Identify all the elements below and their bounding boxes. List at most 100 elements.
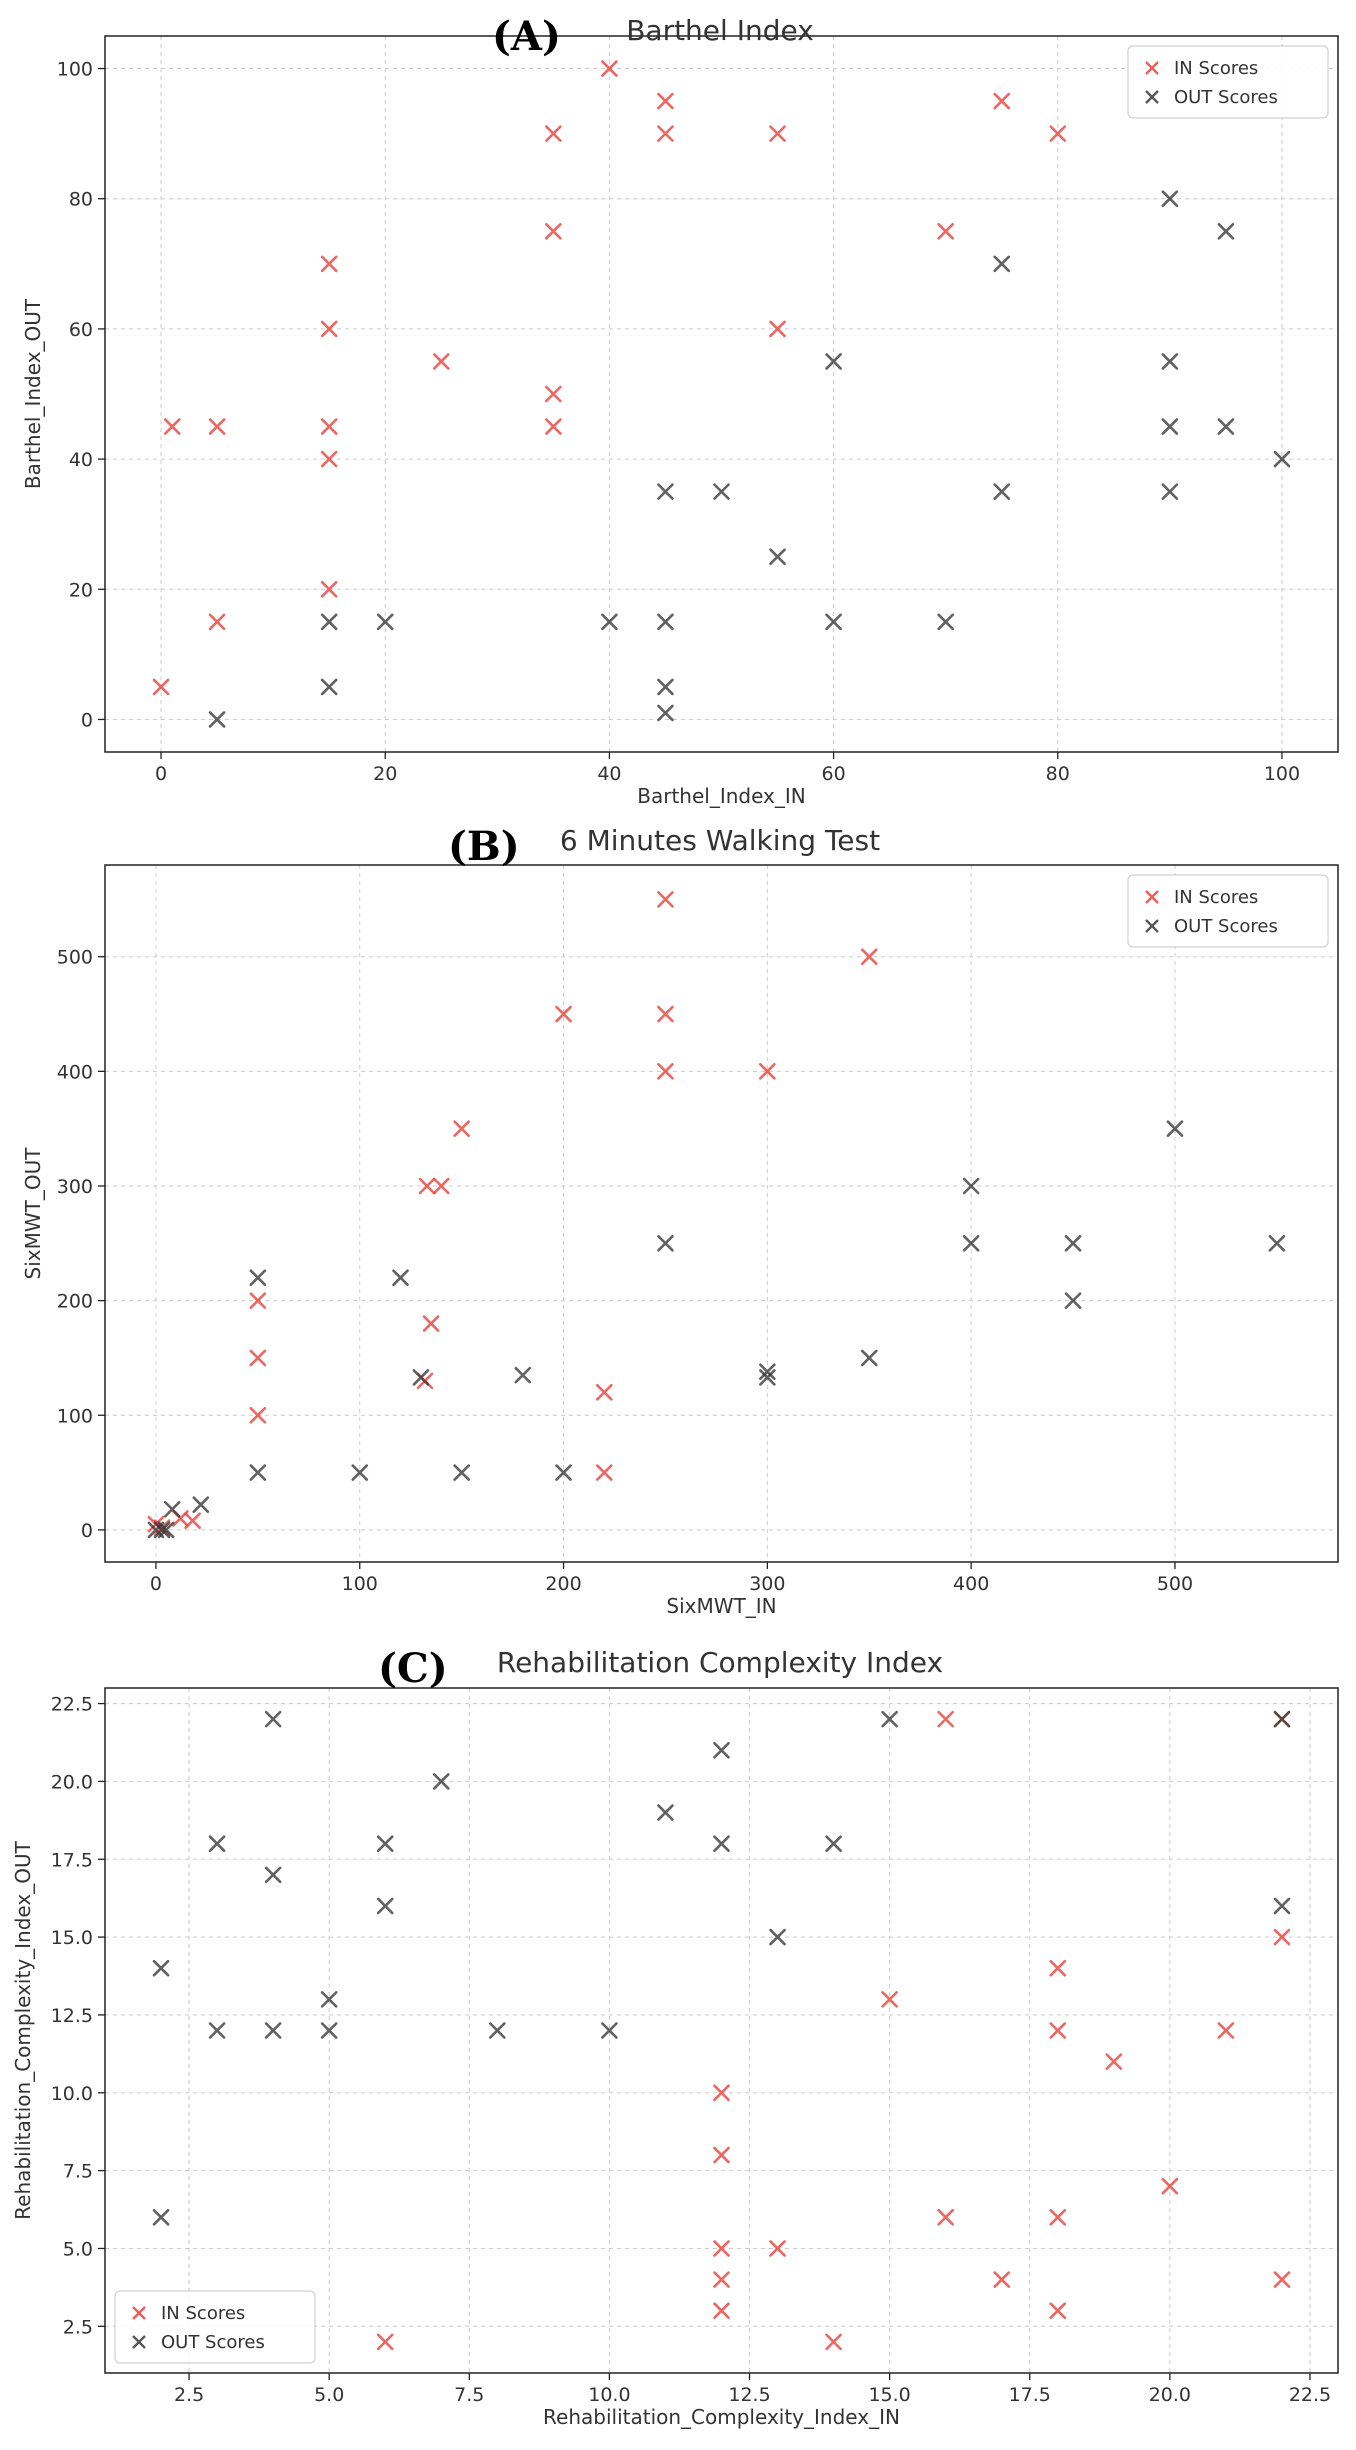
out-score-point xyxy=(993,483,1011,500)
out-score-point xyxy=(657,704,674,722)
y-tick-label: 300 xyxy=(57,1176,93,1198)
in-score-point xyxy=(376,2333,394,2351)
out-score-point xyxy=(1161,418,1179,435)
panel-b-chart: 0 100 200 300 400 500 0 100 200 300 400 500 SixMWT_I… xyxy=(21,823,1339,1618)
out-score-point xyxy=(249,1464,267,1481)
out-score-point xyxy=(208,711,226,728)
out-score-point xyxy=(860,1349,878,1367)
x-tick-label: 22.5 xyxy=(1289,2384,1331,2406)
plot-frame xyxy=(104,1687,1339,2374)
marker-stroke xyxy=(596,1464,613,1481)
panel-a-chart: 0 20 40 60 80 100 0 20 40 60 80 100 Barthel_Index_IN… xyxy=(21,13,1339,808)
marker-stroke xyxy=(320,2022,338,2039)
marker-stroke xyxy=(713,2302,730,2320)
in-score-point xyxy=(545,418,562,435)
marker-stroke xyxy=(657,891,674,908)
marker-stroke xyxy=(208,2022,226,2039)
out-score-point xyxy=(555,1464,572,1481)
legend: IN Scores OUT Scores xyxy=(114,2290,316,2364)
in-score-point xyxy=(249,1349,267,1367)
marker-stroke xyxy=(769,548,786,566)
legend-box xyxy=(1127,45,1329,119)
marker-stroke xyxy=(881,1710,898,1728)
marker-stroke xyxy=(157,1521,175,1539)
marker-stroke xyxy=(453,1464,470,1481)
in-score-point xyxy=(453,1120,470,1137)
marker-stroke xyxy=(1049,125,1067,142)
marker-stroke xyxy=(769,1928,786,1946)
x-tick-label: 12.5 xyxy=(728,2384,770,2406)
out-score-point xyxy=(601,2022,618,2039)
marker-stroke xyxy=(657,92,674,110)
in-score-point xyxy=(208,418,226,435)
marker-stroke xyxy=(418,1177,436,1195)
y-tick-label: 80 xyxy=(69,189,93,211)
y-tick-label: 500 xyxy=(57,947,93,969)
in-score-point xyxy=(713,2271,730,2288)
in-score-point xyxy=(1049,2302,1067,2320)
out-score-point xyxy=(1064,1235,1082,1252)
legend-out-marker xyxy=(1145,919,1159,933)
marker-stroke xyxy=(993,2271,1011,2288)
marker-stroke xyxy=(320,580,338,598)
marker-stroke xyxy=(1064,1292,1082,1309)
out-score-point xyxy=(489,2022,506,2039)
marker-stroke xyxy=(163,418,181,435)
legend-out-marker xyxy=(1145,90,1159,104)
x-tick-label: 40 xyxy=(597,763,621,785)
out-score-point xyxy=(320,2022,338,2039)
out-score-point xyxy=(657,678,674,696)
out-score-point xyxy=(1217,418,1235,435)
in-score-point xyxy=(249,1406,267,1424)
marker-stroke xyxy=(657,678,674,696)
out-score-point xyxy=(432,1773,450,1790)
in-score-point xyxy=(163,418,181,435)
marker-stroke xyxy=(657,613,674,631)
out-score-point xyxy=(1217,222,1235,240)
out-score-point xyxy=(412,1369,430,1386)
out-score-point xyxy=(657,1235,674,1252)
out-score-point xyxy=(320,1991,338,2008)
out-score-point xyxy=(264,2022,282,2039)
chart-title: 6 Minutes Walking Test xyxy=(560,824,880,857)
out-score-point xyxy=(376,1897,394,1915)
marker-stroke xyxy=(1273,450,1291,468)
in-score-point xyxy=(881,1991,898,2008)
out-score-point xyxy=(163,1500,181,1518)
chart-title: Rehabilitation Complexity Index xyxy=(497,1646,943,1679)
in-score-point xyxy=(759,1063,776,1080)
marker-stroke xyxy=(759,1369,776,1386)
y-tick-label: 12.5 xyxy=(51,2005,93,2027)
marker-stroke xyxy=(1049,2022,1067,2039)
marker-stroke xyxy=(937,1710,954,1728)
marker-stroke xyxy=(1161,353,1179,370)
in-score-point xyxy=(937,1710,954,1728)
marker-stroke xyxy=(132,2335,146,2349)
marker-stroke xyxy=(320,613,338,631)
plot-frame xyxy=(104,35,1339,753)
in-score-point xyxy=(1049,1959,1067,1977)
in-score-point xyxy=(418,1177,436,1195)
marker-stroke xyxy=(453,1120,470,1137)
x-tick-label: 0 xyxy=(155,763,167,785)
out-score-point xyxy=(351,1464,369,1481)
in-score-point xyxy=(320,255,338,273)
in-score-point xyxy=(937,222,954,240)
marker-stroke xyxy=(937,2209,954,2226)
marker-stroke xyxy=(657,1063,674,1080)
out-score-point xyxy=(769,1928,786,1946)
in-score-point xyxy=(769,125,786,142)
in-score-point xyxy=(993,2271,1011,2288)
marker-stroke xyxy=(657,483,674,500)
marker-stroke xyxy=(1064,1235,1082,1252)
out-score-point xyxy=(453,1464,470,1481)
marker-stroke xyxy=(1049,2209,1067,2226)
x-tick-label: 15.0 xyxy=(868,2384,910,2406)
legend-box xyxy=(114,2290,316,2364)
y-tick-label: 17.5 xyxy=(51,1849,93,1871)
y-tick-label: 10.0 xyxy=(51,2083,93,2105)
panel-c-chart: 2.5 5.0 7.5 10.0 12.5 15.0 17.5 20.0 22.5 2.5 5.0 7… xyxy=(11,1645,1339,2429)
in-score-point xyxy=(713,2084,730,2102)
legend-out-label: OUT Scores xyxy=(1174,87,1278,108)
legend-in-label: IN Scores xyxy=(161,2303,245,2324)
